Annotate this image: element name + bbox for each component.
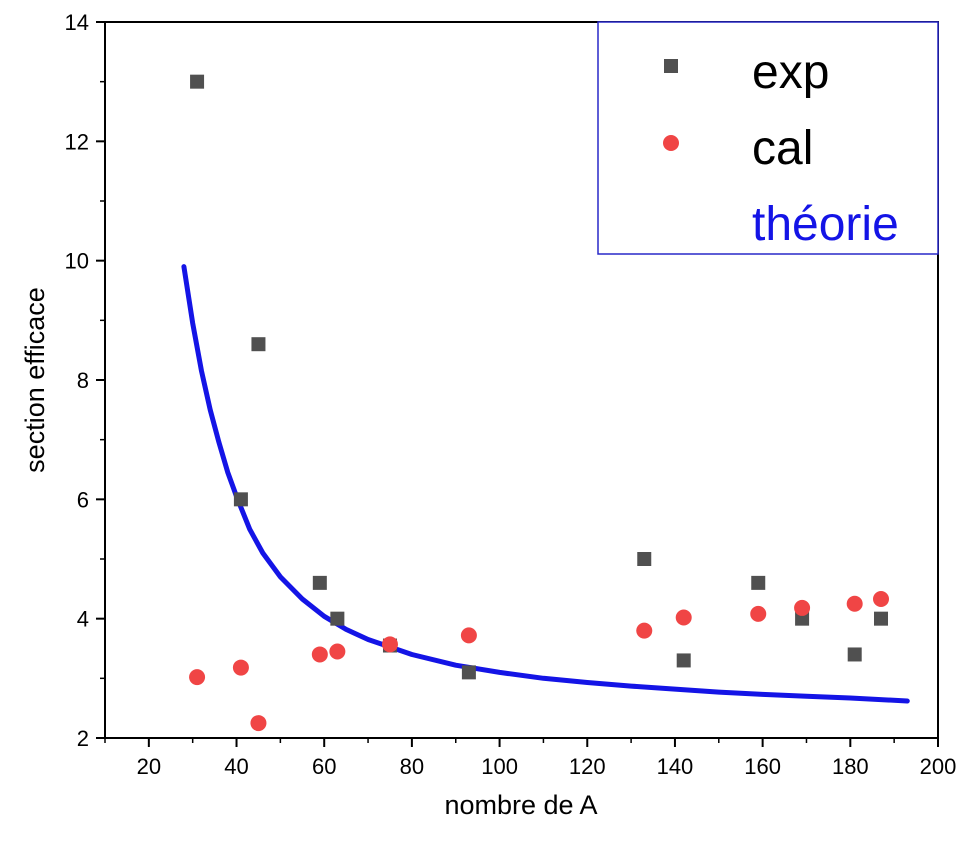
x-tick-label-3: 80	[400, 754, 424, 779]
x-tick-label-8: 180	[832, 754, 869, 779]
legend-label-theorie: théorie	[752, 198, 899, 251]
legend-marker-exp	[664, 59, 678, 73]
curve-layer	[181, 264, 910, 704]
y-axis-title: section efficace	[20, 287, 50, 473]
point-cal-2	[250, 715, 267, 732]
point-exp-8	[676, 653, 691, 668]
x-tick-label-1: 40	[224, 754, 248, 779]
x-tick-label-5: 120	[569, 754, 606, 779]
y-tick-label-4: 10	[65, 249, 89, 274]
x-tick-label-6: 140	[657, 754, 694, 779]
point-exp-10	[795, 611, 810, 626]
plot-frame	[104, 21, 939, 739]
point-exp-11	[847, 647, 862, 662]
point-cal-6	[460, 627, 477, 644]
x-tick-label-0: 20	[137, 754, 161, 779]
x-axis-title: nombre de A	[444, 790, 597, 820]
x-tick-label-7: 160	[744, 754, 781, 779]
point-exp-2	[251, 337, 266, 352]
points-layer	[189, 74, 890, 732]
point-cal-1	[232, 659, 249, 676]
point-exp-12	[874, 611, 889, 626]
point-cal-8	[675, 609, 692, 626]
point-cal-11	[846, 595, 863, 612]
legend-box	[597, 21, 939, 255]
legend: exp cal théorie	[597, 21, 939, 255]
y-tick-label-3: 8	[77, 368, 89, 393]
point-cal-3	[311, 646, 328, 663]
point-exp-3	[312, 575, 327, 590]
legend-marker-cal	[663, 135, 679, 151]
point-cal-10	[794, 599, 811, 616]
point-cal-9	[750, 605, 767, 622]
y-tick-label-2: 6	[77, 487, 89, 512]
x-tick-label-2: 60	[312, 754, 336, 779]
legend-label-exp: exp	[752, 46, 829, 99]
y-tick-label-1: 4	[77, 607, 89, 632]
point-exp-9	[751, 575, 766, 590]
point-cal-0	[189, 669, 206, 686]
x-tick-label-4: 100	[481, 754, 518, 779]
point-exp-1	[233, 492, 248, 507]
legend-label-cal: cal	[752, 122, 813, 175]
point-cal-5	[381, 636, 398, 653]
point-exp-0	[190, 74, 205, 89]
point-exp-6	[461, 665, 476, 680]
point-exp-4	[330, 611, 345, 626]
point-cal-7	[636, 622, 653, 639]
point-cal-4	[329, 643, 346, 660]
x-tick-label-9: 200	[920, 754, 957, 779]
ticks-layer: 20 40 60 80 100 120 140 160 180 200 2 4 6 8 10 12 14	[65, 10, 957, 779]
point-cal-12	[873, 590, 890, 607]
y-tick-label-5: 12	[65, 129, 89, 154]
point-exp-7	[637, 552, 652, 566]
y-tick-label-0: 2	[77, 726, 89, 751]
series-line-theorie	[181, 264, 910, 704]
y-tick-label-6: 14	[65, 10, 89, 35]
